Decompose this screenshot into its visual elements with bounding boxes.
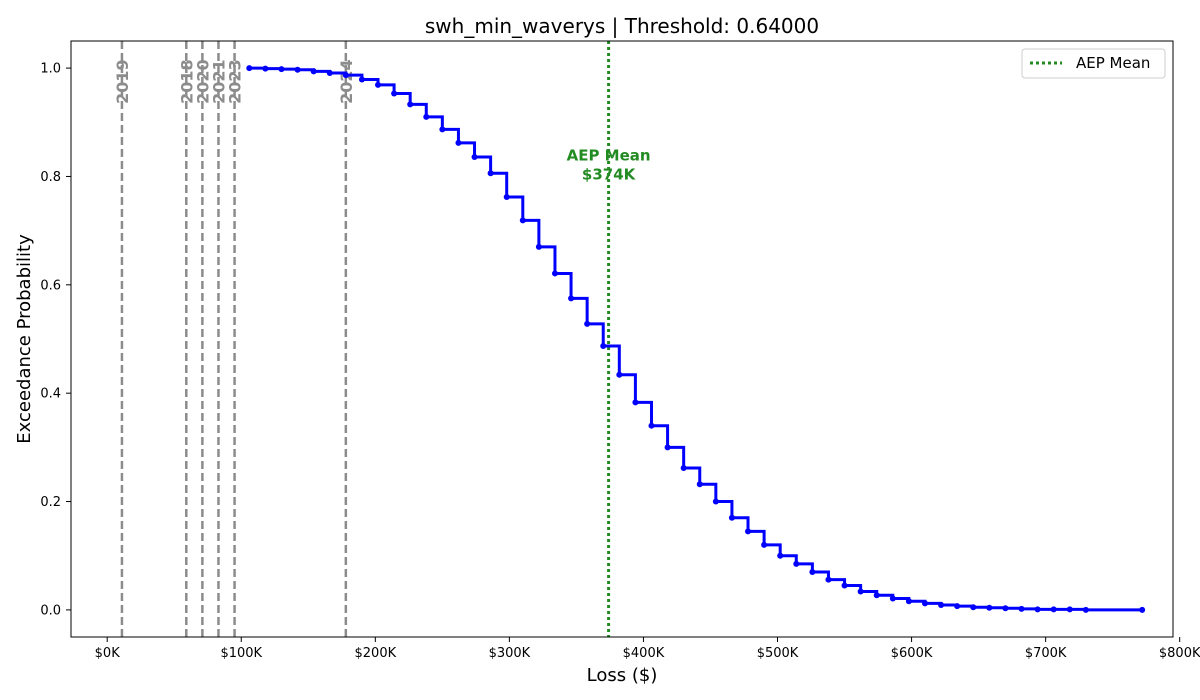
data-point [712,498,719,505]
legend: AEP Mean [1021,48,1166,79]
data-point [358,76,365,83]
data-point [551,270,558,277]
data-point [375,81,382,88]
data-point [777,552,784,559]
x-axis-label: Loss ($) [587,665,658,686]
y-tick-label: 0.4 [40,387,61,402]
data-point [278,66,285,73]
data-point [745,528,752,535]
data-point [326,69,333,76]
data-point [841,582,848,589]
data-point [1018,605,1025,612]
legend-aep-mean-label: AEP Mean [1076,54,1150,72]
data-point [825,576,832,583]
data-point [519,217,526,224]
data-point [761,541,768,548]
chart-title: swh_min_waverys | Threshold: 0.64000 [425,14,819,38]
legend-box [1021,48,1166,79]
data-point [986,604,993,611]
data-point [728,514,735,521]
y-axis-label: Exceedance Probability [14,234,35,444]
axes-frame [70,40,1174,638]
x-tick-label: $600K [891,646,933,661]
data-point [1002,605,1009,612]
x-tick-label: $500K [757,646,799,661]
y-tick-label: 0.0 [40,603,61,618]
data-point [455,139,462,146]
year-marker-label: 2021 [209,59,228,104]
y-tick-label: 0.2 [40,495,61,510]
data-point [391,90,398,97]
data-point [487,170,494,177]
data-point [1050,606,1057,613]
data-point [954,603,961,610]
data-point [889,595,896,602]
data-point [921,600,928,607]
y-tick-label: 0.6 [40,278,61,293]
aep-mean-annotation-value: $374K [582,165,637,183]
data-point [793,560,800,567]
year-marker-label: 2020 [193,59,212,104]
axis-ticks: $0K $100K $200K $300K $400K $500K $600K $700K $8… [40,62,1200,661]
x-tick-label: $800K [1159,646,1200,661]
year-marker-label: 2018 [177,59,196,104]
data-point [616,371,623,378]
data-point [632,399,639,406]
data-point [857,588,864,595]
data-point [648,422,655,429]
data-point [873,592,880,599]
year-marker-label: 2024 [337,59,356,104]
y-tick-label: 1.0 [40,62,61,77]
data-point [407,101,414,108]
data-point [1034,606,1041,613]
data-point [809,568,816,575]
data-point [342,72,349,79]
x-tick-label: $200K [355,646,397,661]
data-point [423,113,430,120]
x-tick-label: $0K [95,646,121,661]
data-point [905,598,912,605]
data-point [503,194,510,201]
data-point [938,602,945,609]
data-point [696,481,703,488]
data-point [970,604,977,611]
year-marker-label: 2023 [226,59,245,104]
data-point [584,320,591,327]
x-tick-label: $700K [1025,646,1067,661]
data-point [439,126,446,133]
data-point [471,153,478,160]
data-point [310,68,317,75]
aep-mean-annotation-title: AEP Mean [567,146,651,164]
data-point [1082,606,1089,613]
data-point [294,66,301,73]
x-tick-label: $100K [220,646,262,661]
x-tick-label: $300K [489,646,531,661]
data-point [262,65,269,72]
data-point [600,343,607,350]
data-point [1066,606,1073,613]
data-point [535,243,542,250]
data-point [680,464,687,471]
data-point [664,444,671,451]
data-point [246,65,253,72]
y-tick-label: 0.8 [40,170,61,185]
data-point [568,295,575,302]
data-point [1139,606,1146,613]
year-marker-label: 2019 [113,59,132,104]
x-tick-label: $400K [623,646,665,661]
